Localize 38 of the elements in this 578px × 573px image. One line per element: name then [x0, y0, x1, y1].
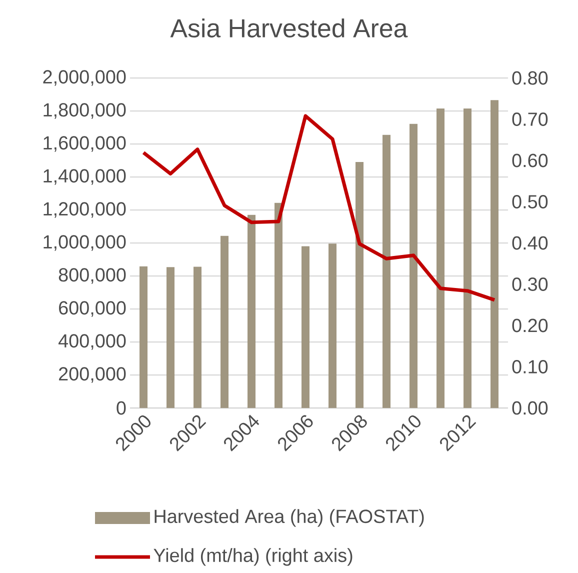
y-tick-label: 200,000: [59, 367, 126, 383]
y2-tick-label: 0.40: [512, 236, 548, 250]
chart-title: Asia Harvested Area: [170, 18, 408, 38]
bar: [410, 124, 418, 408]
y-tick-label: 600,000: [59, 301, 126, 317]
y-tick-label: 2,000,000: [43, 70, 126, 86]
line-series: [142, 114, 496, 302]
y-tick-label: 1,400,000: [44, 169, 126, 185]
bar: [356, 162, 364, 408]
y2-tick-label: 0.50: [512, 195, 548, 208]
y-tick-label: 400,000: [58, 334, 126, 350]
bar: [194, 266, 202, 408]
y2-tick-label: 0.60: [512, 154, 548, 168]
bar: [464, 108, 472, 408]
bar: [302, 246, 310, 408]
y-tick-label: 1,600,000: [44, 136, 126, 152]
bar: [490, 100, 499, 408]
y2-tick-label: 0.80: [512, 71, 548, 85]
bar: [328, 244, 337, 408]
y2-tick-label: 0.10: [512, 360, 548, 374]
bar: [274, 202, 283, 408]
y-tick-label: 1,200,000: [44, 202, 126, 218]
y-tick-label: 1,800,000: [44, 103, 126, 119]
y2-tick-label: 0.70: [512, 112, 548, 126]
y-tick-label: 800,000: [58, 268, 126, 284]
y2-tick-label: 0.20: [512, 318, 548, 332]
bar: [436, 108, 445, 408]
bar: [382, 134, 391, 408]
y-tick-label: 1,000,000: [44, 235, 126, 251]
bar: [220, 236, 229, 408]
bar: [140, 266, 148, 408]
legend-label: Harvested Area (ha) (FAOSTAT): [154, 509, 424, 527]
legend-label: Yield (mt/ha) (right axis): [154, 548, 352, 566]
y2-tick-label: 0.30: [512, 278, 548, 291]
y2-tick-label: 0.00: [512, 401, 548, 415]
bar: [248, 214, 256, 408]
bar: [166, 267, 175, 408]
y-tick-label: 0: [116, 401, 126, 415]
